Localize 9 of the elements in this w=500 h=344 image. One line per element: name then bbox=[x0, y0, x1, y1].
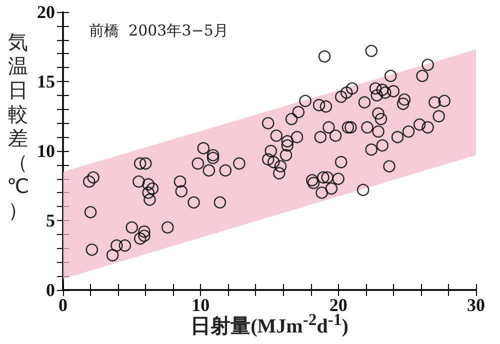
y-tick-label: 0 bbox=[46, 280, 55, 300]
x-tick-label: 0 bbox=[58, 295, 68, 315]
y-axis-title: 気温日較差（℃） bbox=[6, 30, 30, 222]
y-tick-label: 15 bbox=[37, 72, 55, 92]
x-tick-label: 30 bbox=[467, 295, 485, 315]
y-tick-label: 10 bbox=[37, 141, 55, 161]
y-tick-label: 20 bbox=[37, 2, 55, 22]
text: 前橋 2003年3−5月 bbox=[89, 22, 228, 40]
y-tick-label: 5 bbox=[46, 210, 55, 230]
